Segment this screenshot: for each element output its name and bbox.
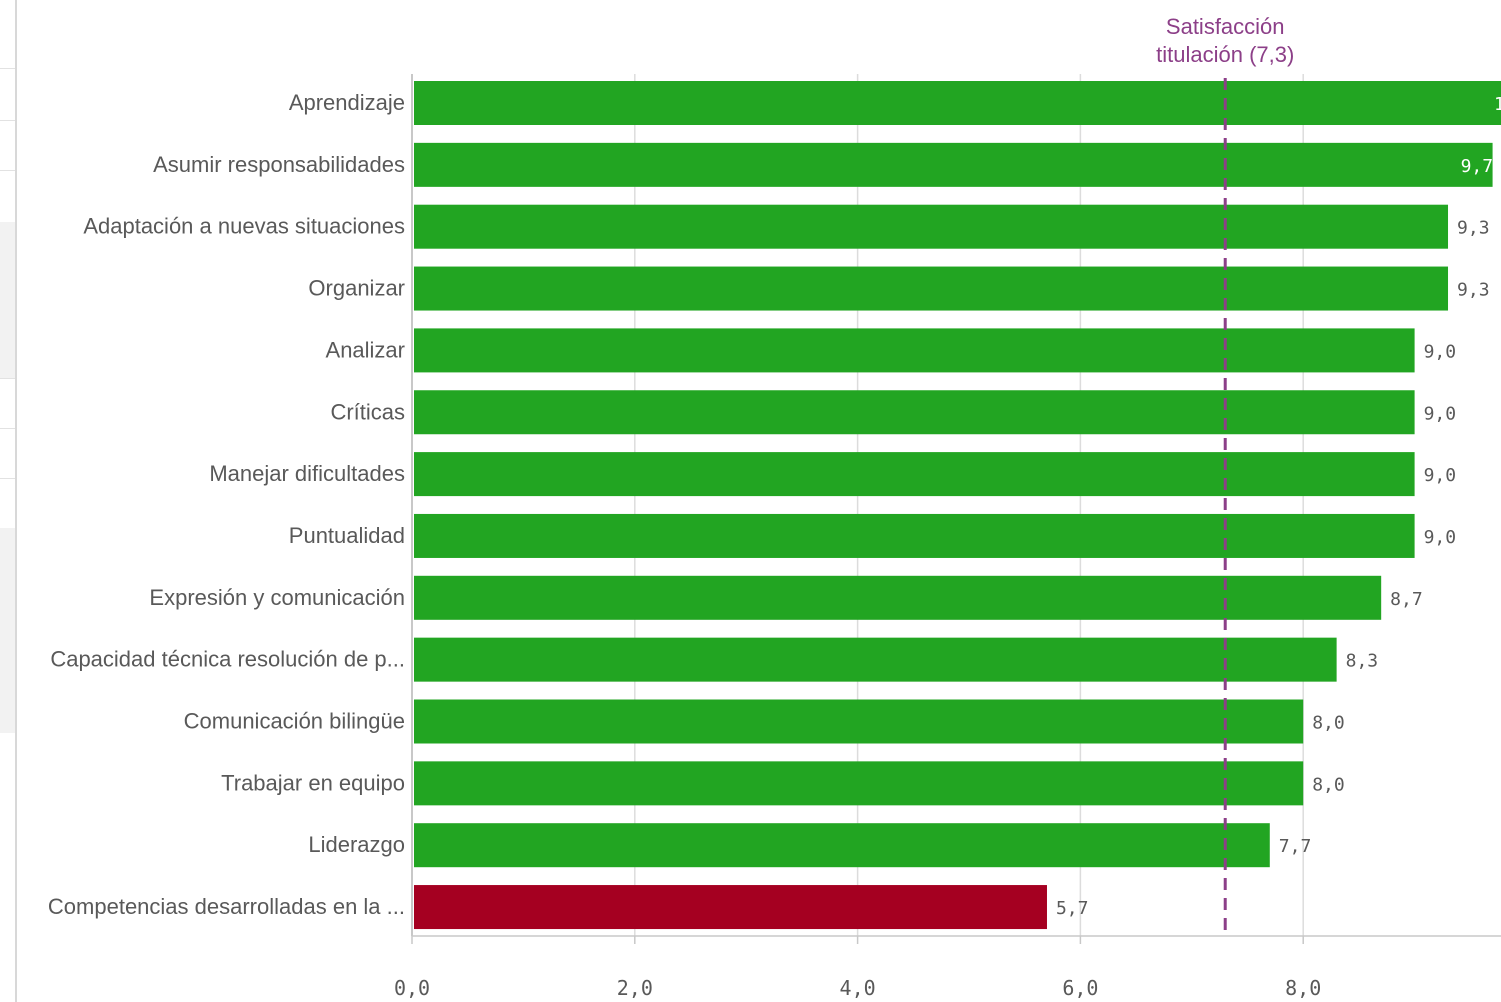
category-label: Competencias desarrolladas en la ...: [48, 894, 405, 919]
value-label: 5,7: [1056, 898, 1089, 919]
panel-divider: [0, 120, 15, 121]
category-label: Críticas: [330, 399, 405, 424]
value-label: 9,0: [1424, 465, 1457, 486]
reference-line-label: titulación (7,3): [1156, 42, 1294, 67]
panel-shaded-block: [0, 222, 15, 378]
bar: [414, 885, 1047, 930]
value-label: 9,0: [1424, 341, 1457, 362]
value-label: 9,7: [1461, 156, 1494, 177]
bar: [414, 390, 1415, 435]
panel-divider: [0, 170, 15, 171]
x-tick-label: 4,0: [840, 976, 876, 1000]
gridlines: [634, 74, 1304, 936]
bar: [414, 81, 1501, 125]
reference-line-label: Satisfacción: [1166, 14, 1285, 39]
bar: [414, 761, 1304, 806]
bar: [414, 328, 1415, 373]
category-label: Expresión y comunicación: [149, 585, 405, 610]
panel-divider: [0, 378, 15, 379]
x-axis: 0,0 2,0 4,0 6,0 8,0 10: [394, 74, 1501, 1000]
value-label: 9,0: [1424, 527, 1457, 548]
x-tick-label: 0,0: [394, 976, 430, 1000]
bars: [414, 81, 1501, 930]
x-tick-label: 2,0: [617, 976, 653, 1000]
value-label: 7,7: [1279, 836, 1312, 857]
bar: [414, 637, 1337, 682]
bar: [414, 699, 1304, 744]
bar: [414, 204, 1449, 249]
bar: [414, 142, 1493, 187]
bar: [414, 823, 1270, 868]
category-label: Puntualidad: [289, 523, 405, 548]
panel-shaded-block: [0, 528, 15, 733]
value-label: 10: [1494, 94, 1501, 115]
value-label: 8,7: [1390, 589, 1423, 610]
x-tick-label: 6,0: [1062, 976, 1098, 1000]
value-label: 9,3: [1457, 280, 1490, 301]
value-label: 9,3: [1457, 218, 1490, 239]
category-label: Analizar: [326, 337, 405, 362]
category-label: Capacidad técnica resolución de p...: [50, 647, 405, 672]
category-labels: Aprendizaje Asumir responsabilidades Adapt…: [48, 90, 405, 919]
value-label: 8,0: [1312, 713, 1345, 734]
bar: [414, 452, 1415, 497]
left-panel-edge: [0, 0, 17, 1002]
bar: [414, 513, 1415, 558]
bar: [414, 575, 1382, 620]
panel-divider: [0, 478, 15, 479]
value-label: 9,0: [1424, 403, 1457, 424]
category-label: Comunicación bilingüe: [184, 709, 405, 734]
category-label: Aprendizaje: [289, 90, 405, 115]
value-labels: 10 9,7 9,3 9,3 9,0 9,0 9,0 9,0 8,7 8,3 8,0 8,0 7,7 5,…: [1056, 94, 1501, 919]
panel-divider: [0, 428, 15, 429]
category-label: Manejar dificultades: [209, 461, 405, 486]
value-label: 8,0: [1312, 774, 1345, 795]
category-label: Asumir responsabilidades: [153, 152, 405, 177]
panel-divider: [0, 68, 15, 69]
category-label: Trabajar en equipo: [221, 770, 405, 795]
x-tick-label: 8,0: [1285, 976, 1321, 1000]
category-label: Liderazgo: [308, 832, 405, 857]
bar: [414, 266, 1449, 311]
reference-line-group: Satisfacción titulación (7,3): [1156, 14, 1294, 930]
category-label: Adaptación a nuevas situaciones: [83, 214, 405, 239]
value-label: 8,3: [1346, 651, 1379, 672]
category-label: Organizar: [308, 276, 405, 301]
